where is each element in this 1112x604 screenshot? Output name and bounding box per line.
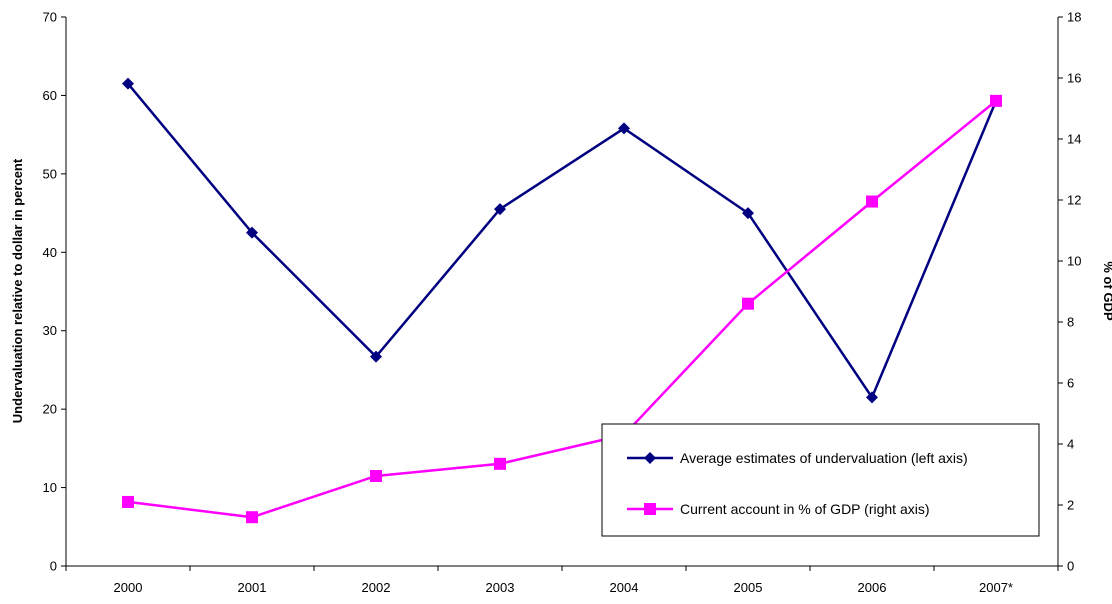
legend-box (601, 423, 1040, 537)
series-1-point (494, 203, 506, 216)
series-1-point (618, 122, 630, 135)
series-1-point (742, 207, 754, 220)
right-tick-label: 18 (1067, 10, 1081, 25)
x-tick-label: 2006 (858, 580, 887, 595)
legend-label-series-1: Average estimates of undervaluation (lef… (680, 450, 968, 466)
right-tick-label: 8 (1067, 315, 1074, 330)
series-1-line (127, 82, 998, 401)
left-tick-label: 70 (43, 10, 57, 25)
series-1-point (370, 350, 382, 363)
series-2-point (246, 511, 258, 524)
x-tick-label: 2002 (362, 580, 391, 595)
series-2-point (742, 297, 754, 310)
right-tick-label: 6 (1067, 376, 1074, 391)
x-tick-label: 2005 (734, 580, 763, 595)
left-axis-title: Undervaluation relative to dollar in per… (10, 158, 25, 423)
series-2-line (127, 99, 997, 519)
legend-label-series-2: Current account in % of GDP (right axis) (680, 501, 930, 517)
right-tick-label: 0 (1067, 559, 1074, 574)
series-1-point (246, 226, 258, 239)
legend: Average estimates of undervaluation (lef… (601, 423, 1040, 537)
left-tick-label: 20 (43, 402, 57, 417)
x-tick-label: 2003 (486, 580, 515, 595)
series-2-point (866, 195, 878, 208)
right-tick-label: 16 (1067, 71, 1081, 86)
legend-marker-series-2 (644, 503, 656, 515)
left-tick-label: 0 (50, 559, 57, 574)
left-tick-label: 10 (43, 480, 57, 495)
right-axis-title: % of GDP (1101, 261, 1112, 321)
series-1-point (866, 391, 878, 404)
right-tick-label: 2 (1067, 498, 1074, 513)
series-2-point (990, 94, 1002, 107)
x-tick-label: 2000 (114, 580, 143, 595)
left-tick-label: 50 (43, 166, 57, 181)
left-tick-label: 30 (43, 323, 57, 338)
series-2-point (494, 457, 506, 470)
legend-marker-series-1 (644, 452, 656, 464)
left-tick-label: 40 (43, 245, 57, 260)
right-tick-label: 10 (1067, 254, 1081, 269)
right-tick-label: 14 (1067, 132, 1081, 147)
series-2-point (122, 495, 134, 508)
right-tick-label: 12 (1067, 193, 1081, 208)
series-2-point (370, 470, 382, 483)
x-tick-label: 2004 (610, 580, 639, 595)
right-tick-label: 4 (1067, 437, 1074, 452)
left-tick-label: 60 (43, 88, 57, 103)
x-tick-label: 2007* (979, 580, 1013, 595)
x-tick-label: 2001 (238, 580, 267, 595)
series-1-point (122, 77, 134, 90)
